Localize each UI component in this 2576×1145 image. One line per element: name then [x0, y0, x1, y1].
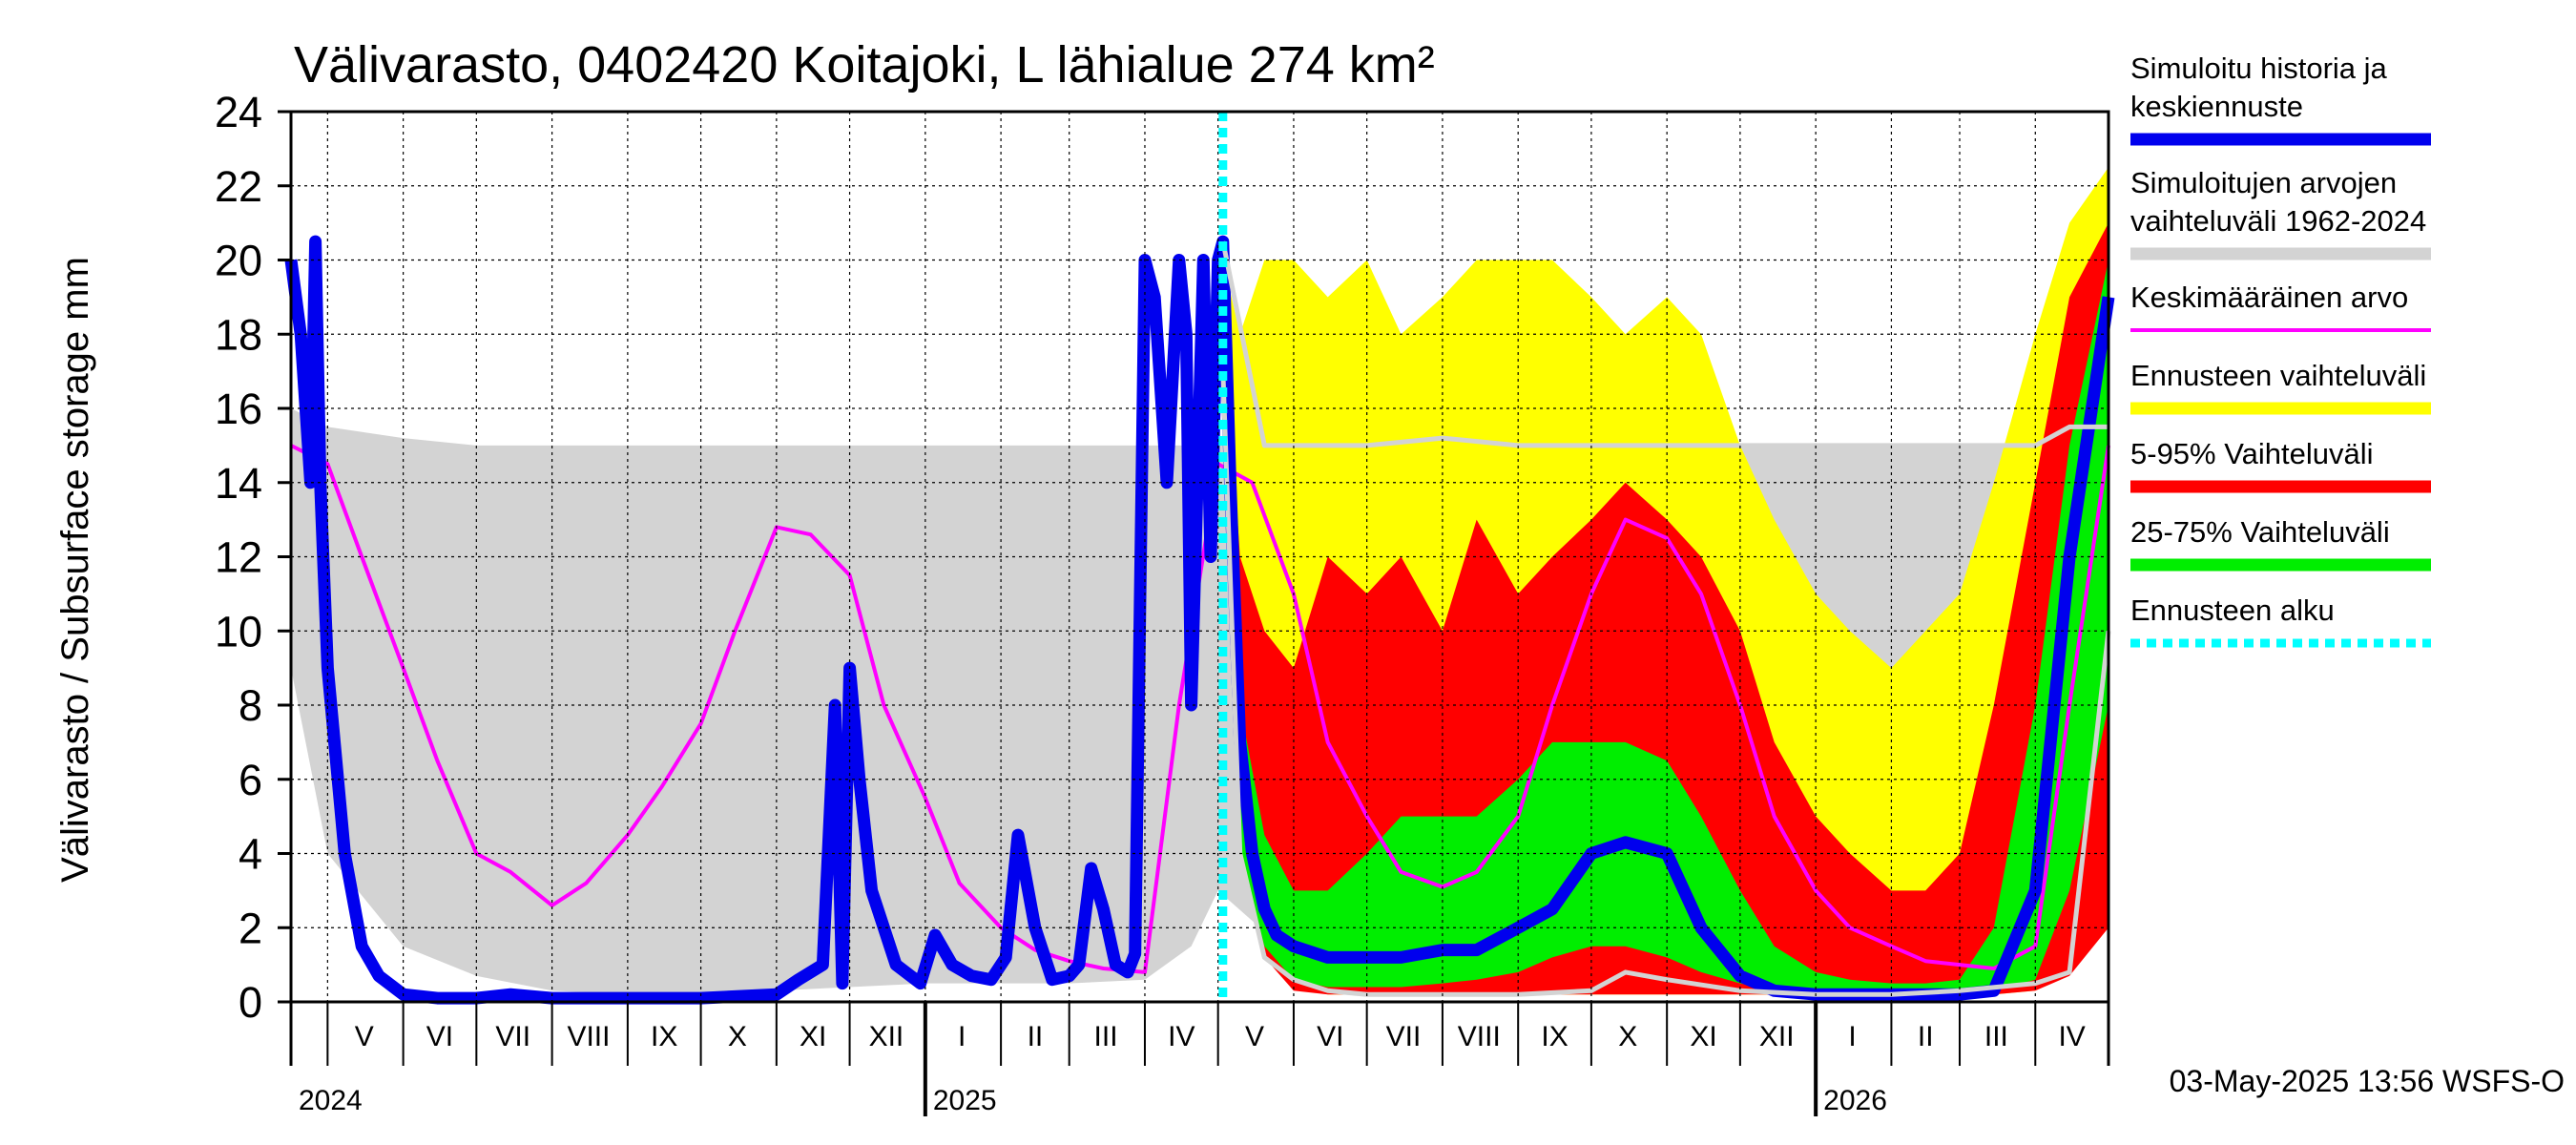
month-label-21: II [1918, 1021, 1934, 1052]
legend-label-6: Ennusteen alku [2130, 593, 2335, 627]
month-label-9: II [1028, 1021, 1044, 1052]
legend-label-4: 5-95% Vaihteluväli [2130, 437, 2373, 470]
month-label-20: I [1848, 1021, 1856, 1052]
year-label-1: 2025 [933, 1085, 997, 1116]
timestamp-label: 03-May-2025 13:56 WSFS-O [2170, 1064, 2565, 1098]
month-label-0: V [355, 1021, 374, 1052]
y-tick-label-4: 8 [239, 681, 262, 730]
month-label-16: IX [1541, 1021, 1568, 1052]
month-label-11: IV [1168, 1021, 1195, 1052]
month-label-17: X [1618, 1021, 1637, 1052]
series-line-5 [284, 235, 2115, 1005]
y-tick-label-9: 18 [215, 310, 262, 359]
series-layer [284, 167, 2115, 1005]
legend-label-0: Simuloitu historia ja keskiennuste [2130, 52, 2388, 123]
series-line-6 [1220, 371, 2111, 997]
month-label-23: IV [2058, 1021, 2085, 1052]
legend-label-5: 25-75% Vaihteluväli [2130, 515, 2390, 549]
y-tick-label-8: 16 [215, 385, 262, 433]
y-tick-label-1: 2 [239, 904, 262, 952]
month-label-13: VI [1317, 1021, 1343, 1052]
month-label-7: XII [869, 1021, 904, 1052]
month-label-18: XI [1690, 1021, 1716, 1052]
chart-title: Välivarasto, 0402420 Koitajoki, L lähial… [294, 36, 1435, 94]
y-tick-label-7: 14 [215, 459, 262, 508]
month-label-2: VII [495, 1021, 530, 1052]
y-tick-label-6: 12 [215, 533, 262, 582]
month-label-19: XII [1759, 1021, 1795, 1052]
y-tick-label-10: 20 [215, 237, 262, 285]
month-label-12: V [1245, 1021, 1264, 1052]
grid-layer [291, 112, 2109, 1002]
series-band-2 [1222, 222, 2109, 995]
month-label-6: XI [800, 1021, 826, 1052]
month-label-4: IX [651, 1021, 677, 1052]
month-label-8: I [958, 1021, 966, 1052]
y-tick-label-12: 24 [215, 88, 262, 136]
year-label-2: 2026 [1823, 1085, 1887, 1116]
month-label-5: X [728, 1021, 747, 1052]
y-tick-label-3: 6 [239, 756, 262, 804]
month-label-14: VII [1386, 1021, 1422, 1052]
month-label-10: III [1094, 1021, 1118, 1052]
y-tick-label-2: 4 [239, 830, 262, 879]
y-tick-label-0: 0 [239, 978, 262, 1027]
month-label-15: VIII [1458, 1021, 1501, 1052]
legend-label-2: Keskimääräinen arvo [2130, 281, 2408, 314]
month-label-3: VIII [567, 1021, 610, 1052]
y-tick-label-5: 10 [215, 607, 262, 656]
y-axis-label: Välivarasto / Subsurface storage mm [54, 257, 96, 883]
legend: Simuloitu historia ja keskiennuste Simuloi… [2130, 52, 2431, 648]
month-label-22: III [1984, 1021, 2008, 1052]
legend-label-3: Ennusteen vaihteluväli [2130, 359, 2426, 392]
legend-label-1: Simuloitujen arvojen vaihteluväli 1962-20… [2130, 166, 2426, 238]
year-label-0: 2024 [299, 1085, 363, 1116]
y-tick-label-11: 22 [215, 162, 262, 211]
month-label-1: VI [426, 1021, 453, 1052]
series-line-7 [1220, 240, 2109, 448]
